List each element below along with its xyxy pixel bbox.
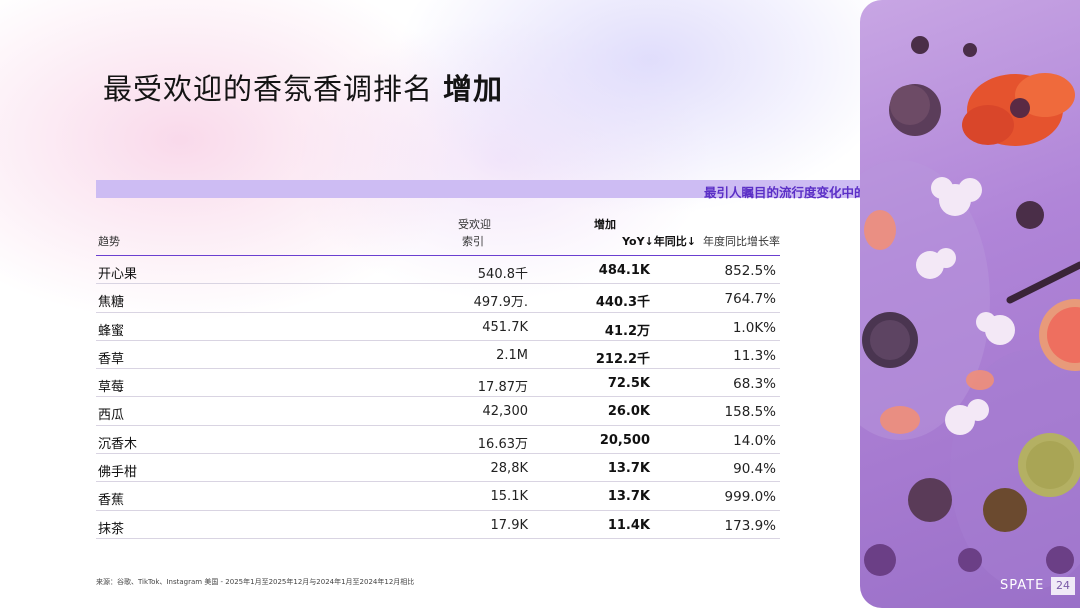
table-row: 香蕉 15.1K 13.7K 999.0% [96,482,780,511]
header-increase-line2[interactable]: YoY↓年同比↓ [622,235,696,248]
header-popularity-line1: 受欢迎 [458,218,491,231]
table-row: 开心果 540.8千 484.1K 852.5% [96,256,780,285]
row-name: 香蕉 [98,493,125,509]
row-increase: 440.3千 [595,295,650,311]
table-row: 香草 2.1M 212.2千 11.3% [96,341,780,370]
table-row: 草莓 17.87万 72.5K 68.3% [96,369,780,398]
row-yoy: 68.3% [733,376,776,393]
row-popularity: 42,300 [482,404,529,420]
row-popularity: 17.9K [490,517,528,533]
row-name: 蜂蜜 [98,323,125,339]
row-increase: 26.0K [607,404,650,420]
row-yoy: 14.0% [733,432,776,449]
page-title-emphasis: 增加 [443,72,504,106]
row-popularity: 28,8K [490,461,528,477]
row-increase: 484.1K [598,263,650,278]
row-yoy: 11.3% [733,347,776,364]
row-yoy: 90.4% [733,461,776,478]
row-name: 开心果 [98,267,138,282]
table-row: 西瓜 42,300 26.0K 158.5% [96,397,780,426]
table-row: 蜂蜜 451.7K 41.2万 1.0K% [96,313,780,341]
table-row: 佛手柑 28,8K 13.7K 90.4% [96,454,780,483]
section-band [96,180,860,198]
table-row: 沉香木 16.63万 20,500 14.0% [96,426,780,455]
page-title: 最受欢迎的香氛香调排名 增加 [103,66,503,108]
ingredients-illustration [860,36,1080,590]
ranking-table: 趋势 受欢迎 索引 增加 YoY↓年同比↓ 年度同比增长率 开心果 540.8千… [96,214,780,539]
row-popularity: 16.63万 [477,436,528,452]
header-increase-line1: 增加 [594,218,616,231]
brand-logo: SPATE [1000,578,1045,593]
row-popularity: 451.7K [482,319,528,335]
row-increase: 41.2万 [604,323,650,339]
row-increase: 20,500 [599,432,650,448]
row-name: 香草 [98,351,125,367]
row-yoy: 158.5% [724,404,776,421]
row-name: 佛手柑 [98,465,138,481]
row-name: 草莓 [98,380,125,396]
row-yoy: 1.0K% [732,319,776,336]
row-name: 沉香木 [98,436,138,452]
header-yoy-growth: 年度同比增长率 [703,235,780,248]
row-yoy: 764.7% [724,291,776,308]
table-header: 趋势 受欢迎 索引 增加 YoY↓年同比↓ 年度同比增长率 [96,214,780,256]
row-popularity: 497.9万. [473,295,528,311]
row-increase: 72.5K [607,376,650,392]
fragrance-ingredients-image [860,0,1080,608]
header-trend: 趋势 [98,235,120,248]
row-yoy: 999.0% [724,489,776,506]
row-increase: 212.2千 [595,351,650,367]
row-increase: 13.7K [607,461,650,477]
row-popularity: 15.1K [490,489,528,505]
row-popularity: 540.8千 [477,267,528,282]
row-name: 西瓜 [98,408,125,424]
row-popularity: 17.87万 [477,380,528,396]
table-row: 焦糖 497.9万. 440.3千 764.7% [96,284,780,313]
row-popularity: 2.1M [496,347,528,363]
row-name: 抹茶 [98,521,125,537]
table-row: 抹茶 17.9K 11.4K 173.9% [96,511,780,539]
row-yoy: 852.5% [724,263,776,279]
poppy-flower-icon [962,73,1075,146]
header-popularity-line2: 索引 [462,235,484,248]
source-note: 来源：谷歌、TikTok、Instagram 美国 - 2025年1月至2025… [96,578,415,586]
row-name: 焦糖 [98,295,125,311]
row-increase: 11.4K [607,517,650,533]
row-increase: 13.7K [607,489,650,505]
white-blossom-icon [916,177,1015,435]
page-title-main: 最受欢迎的香氛香调排名 [103,72,434,106]
row-yoy: 173.9% [724,517,776,534]
page-number: 24 [1051,577,1075,595]
grapefruit-slice-icon [1039,299,1080,371]
